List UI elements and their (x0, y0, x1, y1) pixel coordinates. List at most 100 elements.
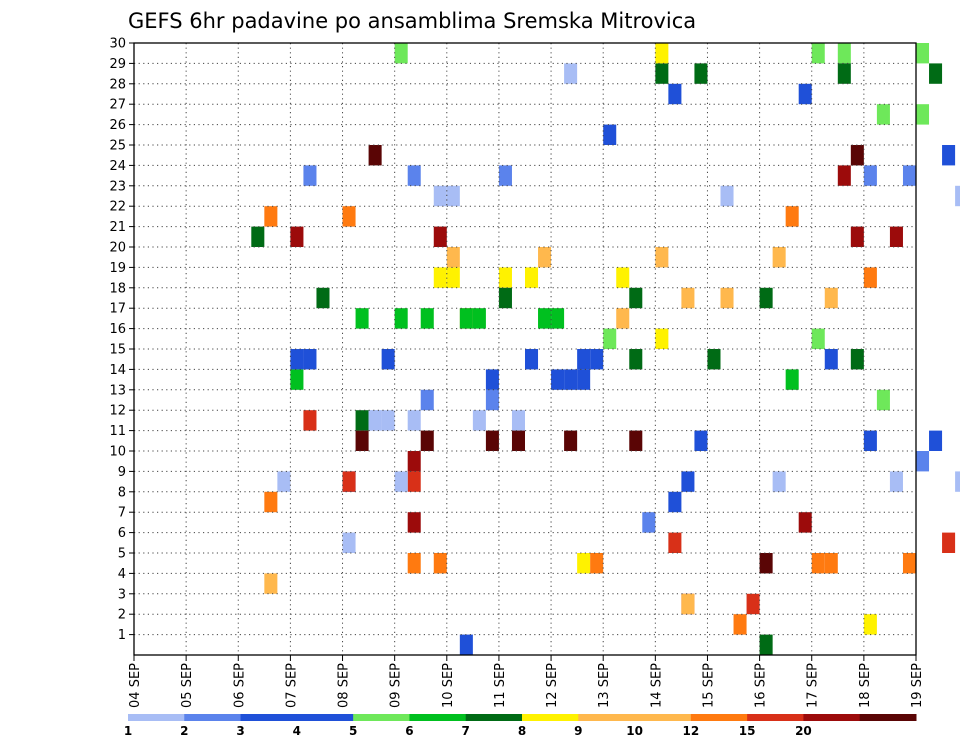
y-tick-label-28: 28 (109, 77, 126, 92)
y-tick-label-22: 22 (109, 200, 126, 215)
y-tick-label-19: 19 (109, 261, 126, 276)
cell-130 (916, 104, 930, 125)
cell-109 (772, 247, 786, 268)
colorbar-label-5: 6 (405, 724, 413, 738)
cell-32 (368, 410, 382, 431)
cell-135 (916, 451, 930, 472)
cell-75 (629, 287, 643, 309)
cell-50 (459, 634, 473, 655)
colorbar-swatch-3 (296, 714, 354, 721)
y-tick-label-6: 6 (118, 526, 126, 541)
colorbar-swatch-8 (578, 714, 636, 721)
x-tick-label-12: 16 SEP (754, 663, 769, 708)
colorbar-label-3: 4 (293, 724, 301, 738)
cell-118 (824, 287, 838, 309)
cell-79 (681, 471, 695, 492)
cell-131 (929, 63, 943, 84)
cell-128 (889, 226, 903, 247)
grid-layer (134, 43, 916, 655)
cell-46 (459, 308, 473, 329)
cell-69 (629, 430, 643, 451)
x-tick-label-7: 11 SEP (493, 663, 508, 708)
cell-12 (303, 349, 317, 370)
cell-66 (590, 349, 604, 370)
cell-57 (551, 369, 565, 390)
cell-129 (902, 165, 916, 186)
cell-41 (407, 165, 421, 186)
colorbar-swatch-6 (465, 714, 523, 721)
cell-24 (407, 451, 421, 472)
cell-73 (603, 124, 617, 145)
cell-112 (811, 328, 825, 349)
colorbar-label-11: 15 (739, 724, 756, 738)
cell-138 (955, 471, 960, 492)
cell-82 (642, 512, 656, 533)
y-tick-label-10: 10 (109, 445, 126, 460)
cell-31 (355, 308, 369, 329)
cell-91 (668, 83, 682, 105)
cell-111 (798, 83, 812, 105)
y-tick-label-1: 1 (118, 628, 126, 643)
cell-55 (525, 349, 539, 370)
cell-33 (381, 349, 395, 370)
x-tick-label-6: 10 SEP (441, 663, 456, 708)
cell-102 (798, 512, 812, 533)
cell-92 (681, 593, 695, 615)
cell-86 (681, 287, 695, 309)
cell-27 (433, 267, 447, 288)
y-tick-label-30: 30 (109, 37, 126, 52)
cell-30 (342, 471, 356, 492)
cells-layer (251, 43, 960, 655)
cell-1 (264, 206, 278, 227)
y-tick-label-25: 25 (109, 139, 126, 154)
y-tick-label-14: 14 (109, 363, 126, 378)
cell-105 (837, 43, 851, 64)
cell-48 (485, 369, 499, 390)
cell-104 (824, 553, 838, 574)
cell-107 (863, 165, 877, 186)
cell-52 (485, 430, 499, 451)
cell-53 (498, 287, 512, 309)
cell-95 (720, 287, 734, 309)
cell-17 (407, 553, 421, 574)
cell-60 (511, 430, 525, 451)
cell-122 (876, 389, 890, 411)
colorbar-label-1: 2 (180, 724, 188, 738)
cell-9 (355, 410, 369, 431)
cell-126 (863, 430, 877, 451)
colorbar-swatch-9 (634, 714, 692, 721)
cell-77 (668, 532, 682, 553)
y-tick-label-2: 2 (118, 608, 126, 623)
cell-84 (655, 43, 669, 64)
y-axis: 1234567891011121314151617181920212223242… (109, 37, 134, 643)
cell-90 (655, 247, 669, 268)
cell-133 (955, 185, 960, 207)
cell-103 (811, 43, 825, 64)
cell-99 (759, 634, 773, 655)
cell-87 (694, 63, 708, 84)
cell-125 (916, 43, 930, 64)
y-tick-label-4: 4 (118, 567, 126, 582)
x-tick-label-1: 05 SEP (180, 663, 195, 708)
cell-2 (264, 573, 278, 594)
cell-116 (863, 614, 877, 635)
cell-81 (629, 349, 643, 370)
cell-6 (303, 165, 317, 186)
cell-63 (551, 308, 565, 329)
cell-127 (876, 104, 890, 125)
colorbar-swatch-4 (353, 714, 410, 721)
cell-3 (277, 471, 291, 492)
cell-137 (942, 532, 956, 553)
y-tick-label-13: 13 (109, 383, 126, 398)
cell-100 (772, 471, 786, 492)
cell-108 (759, 287, 773, 309)
x-tick-label-3: 07 SEP (284, 663, 299, 708)
cell-68 (616, 267, 630, 288)
cell-97 (746, 593, 760, 615)
cell-14 (342, 206, 356, 227)
cell-34 (394, 308, 408, 329)
cell-98 (759, 553, 773, 574)
cell-76 (655, 328, 669, 349)
x-tick-label-13: 17 SEP (806, 663, 821, 708)
